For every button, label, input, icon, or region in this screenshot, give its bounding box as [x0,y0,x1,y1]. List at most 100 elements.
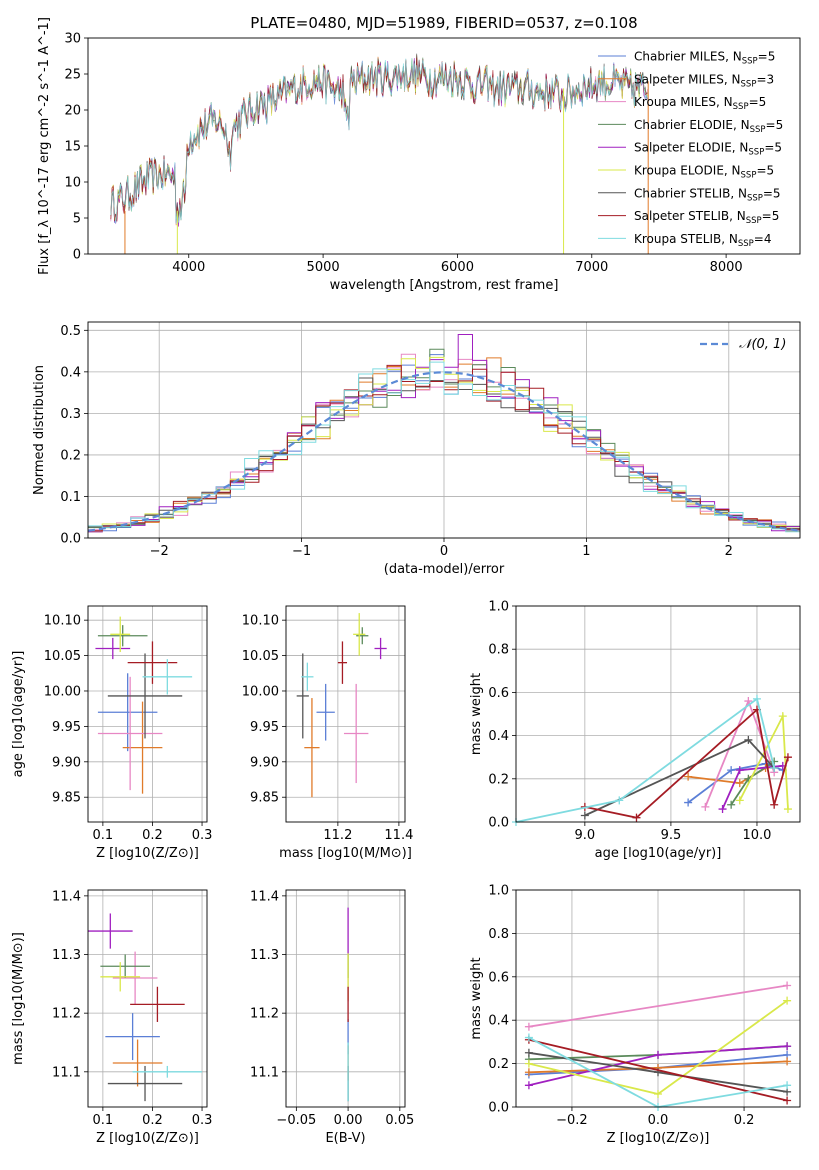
y-tick-label: 0.0 [488,1101,509,1116]
y-tick-label: 20 [64,104,81,119]
y-tick-label: 11.4 [52,889,81,904]
y-tick-label: 9.85 [250,791,279,806]
y-tick-label: 11.3 [250,948,279,963]
legend-label: Chabrier MILES, NSSP=5 [634,50,775,67]
weight-marker [752,694,761,703]
axes-frame [87,605,208,823]
weight-marker [770,800,779,809]
y-axis-label: mass [log10(M/M⊙)] [11,932,26,1065]
x-axis-label: Z [log10(Z/Z⊙)] [607,1131,710,1146]
weight-marker [632,813,641,822]
y-tick-label: 1.0 [488,884,509,899]
y-tick-label: 9.90 [250,755,279,770]
x-tick-label: 8000 [710,260,743,275]
weight-marker [778,712,787,721]
y-tick-label: 11.3 [52,948,81,963]
x-tick-label: 0.00 [334,1113,363,1128]
weight-marker [524,1081,533,1090]
weight-marker [684,772,693,781]
spectrum-line-8 [110,58,649,224]
y-axis-label: Flux [f_λ 10^-17 erg cm^-2 s^-1 A^-1] [37,17,52,275]
figure-title: PLATE=0480, MJD=51989, FIBERID=0537, z=0… [250,14,637,32]
age-vs-metallicity-panel: 0.1 0.2 0.3 9.85 9.90 9.95 10.00 10.05 10.10 Z [l… [11,605,213,861]
axes-frame [87,889,208,1108]
weight-vs-metallicity-panel: −0.2 0.0 0.2 0.0 0.2 0.4 0.6 0.8 1.0 Z [log10(Z/Z… [469,884,801,1146]
weight-marker [727,800,736,809]
weight-marker [524,1048,533,1057]
y-axis-label: mass weight [469,673,484,755]
spectrum-panel: 4000 5000 6000 7000 8000 0 5 10 15 20 25 30 waveleng… [37,17,801,293]
y-tick-label: 15 [64,140,81,155]
y-tick-label: 9.95 [250,720,279,735]
axes-frame [285,889,406,1108]
weight-line-7 [528,1038,788,1102]
x-axis-label: E(B-V) [325,1131,365,1146]
weight-marker [783,996,792,1005]
x-tick-label: 11.4 [384,828,413,843]
y-tick-label: 0.4 [488,729,509,744]
y-tick-label: 0.3 [60,407,81,422]
y-tick-label: 0.2 [60,448,81,463]
weight-line-6 [584,738,775,817]
normal-curve [87,371,801,532]
y-tick-label: 0.0 [60,532,81,547]
x-tick-label: 0.1 [93,828,114,843]
y-tick-label: 10.05 [242,649,279,664]
x-axis-label: (data-model)/error [384,562,505,577]
weight-marker [735,796,744,805]
histogram-step-8 [88,361,800,533]
weight-marker [783,1057,792,1066]
legend-label: Kroupa ELODIE, NSSP=5 [634,164,774,181]
legend-label: 𝒩(0, 1) [739,337,786,352]
weight-line-8 [515,697,776,823]
x-tick-label: 7000 [575,260,608,275]
y-tick-label: 11.1 [250,1065,279,1080]
x-tick-label: 0 [440,544,448,559]
y-tick-label: 10.10 [44,614,81,629]
weight-marker [783,1042,792,1051]
x-tick-label: 0.2 [734,1113,755,1128]
weight-marker [701,802,710,811]
y-tick-label: 5 [73,212,81,227]
y-tick-label: 10.10 [242,614,279,629]
weight-marker [735,766,744,775]
x-tick-label: −1 [292,544,311,559]
x-axis-label: Z [log10(Z/Z⊙)] [96,846,199,861]
legend-label: Salpeter ELODIE, NSSP=5 [634,141,782,158]
x-tick-label: 5000 [307,260,340,275]
x-tick-label: 0.1 [93,1113,114,1128]
y-tick-label: 0.4 [60,365,81,380]
x-tick-label: 0.05 [385,1113,414,1128]
y-tick-label: 9.85 [52,791,81,806]
y-tick-label: 0.6 [488,970,509,985]
x-axis-label: age [log10(age/yr)] [595,846,722,861]
legend-label: Chabrier ELODIE, NSSP=5 [634,118,783,135]
y-tick-label: 0.6 [488,686,509,701]
weight-marker [783,805,792,814]
y-tick-label: 0.5 [60,324,81,339]
legend-label: Kroupa STELIB, NSSP=4 [634,232,772,249]
y-tick-label: 11.2 [52,1007,81,1022]
x-tick-label: 11.2 [323,828,352,843]
weight-marker [524,1033,533,1042]
weight-marker [718,805,727,814]
x-tick-label: 0.2 [142,828,163,843]
x-tick-label: 0.0 [648,1113,669,1128]
axes-frame [515,889,801,1108]
axes-frame [87,37,801,255]
y-tick-label: 10.00 [44,684,81,699]
x-axis-label: mass [log10(M/M⊙)] [279,846,412,861]
axes-frame [285,605,406,823]
x-tick-label: 0.3 [192,828,213,843]
x-tick-label: −0.05 [276,1113,316,1128]
legend-label: Kroupa MILES, NSSP=5 [634,95,766,112]
x-axis-label: wavelength [Angstrom, rest frame] [330,278,559,293]
x-axis-label: Z [log10(Z/Z⊙)] [96,1131,199,1146]
weight-marker [744,697,753,706]
y-tick-label: 25 [64,68,81,83]
y-tick-label: 11.2 [250,1007,279,1022]
x-tick-label: 9.5 [661,828,682,843]
x-tick-label: 0.2 [142,1113,163,1128]
legend-label: Salpeter STELIB, NSSP=5 [634,209,779,226]
